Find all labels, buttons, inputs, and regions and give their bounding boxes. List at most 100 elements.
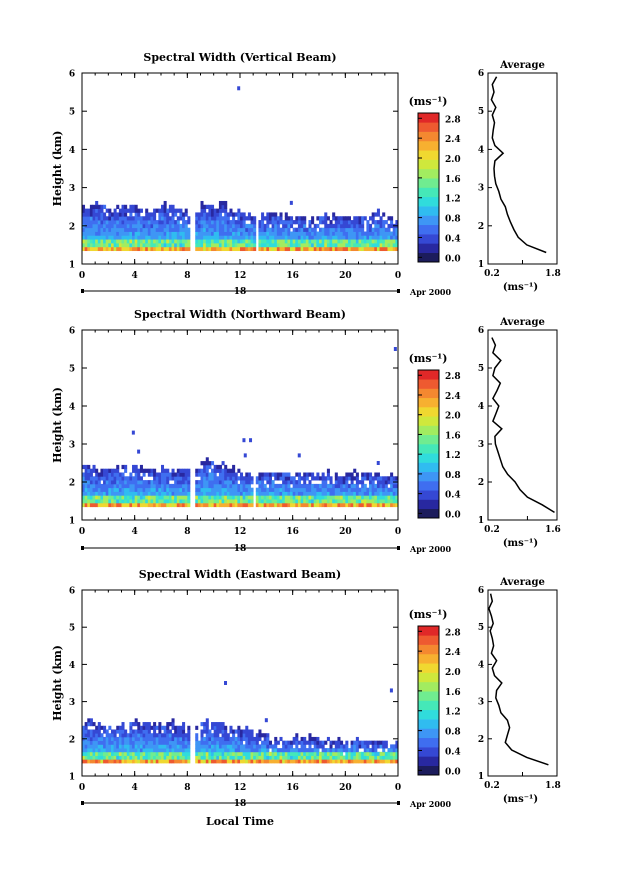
heatmap-cell [218, 722, 222, 727]
heatmap-cell [347, 231, 351, 236]
heatmap-cell [174, 502, 178, 508]
heatmap-cell [200, 468, 204, 473]
heatmap-cell [332, 212, 336, 217]
heatmap-cell [250, 235, 254, 240]
y-tick-label: 4 [69, 146, 75, 156]
heatmap-cell [279, 502, 283, 508]
heatmap-cell [390, 495, 394, 500]
heatmap-cell [258, 242, 262, 248]
heatmap-cell [197, 472, 201, 477]
heatmap-cell [184, 487, 188, 492]
heatmap-cell [342, 239, 346, 244]
heatmap-cell [176, 755, 180, 760]
heatmap-cell [147, 468, 151, 473]
heatmap-cell [240, 227, 244, 232]
heatmap-cell [187, 495, 191, 500]
heatmap-cell [158, 759, 162, 764]
heatmap-cell [100, 487, 104, 492]
heatmap-cell [121, 246, 125, 252]
heatmap-cell [150, 216, 154, 221]
heatmap-cell [334, 223, 338, 229]
heatmap-cell [176, 231, 180, 236]
heatmap-cell [108, 740, 112, 745]
heatmap-cell [247, 483, 251, 489]
heatmap-cell [129, 733, 133, 738]
heatmap-cell [195, 472, 199, 477]
heatmap-cell [305, 231, 309, 236]
heatmap-cell [161, 216, 165, 221]
heatmap-cell [340, 216, 344, 221]
heatmap-cell [342, 748, 346, 753]
heatmap-cell [211, 204, 215, 210]
heatmap-cell [211, 223, 215, 229]
heatmap-cell [313, 740, 317, 745]
heatmap-cell [371, 744, 375, 749]
heatmap-cell [95, 468, 99, 473]
heatmap-cell [234, 235, 238, 240]
heatmap-cell [174, 487, 178, 492]
heatmap-cell [137, 740, 141, 745]
heatmap-cell [313, 487, 317, 492]
heatmap-cell [174, 227, 178, 232]
heatmap-cell [342, 491, 346, 496]
heatmap-cell [100, 231, 104, 236]
heatmap-cell [334, 483, 338, 489]
heatmap-cell [390, 487, 394, 492]
heatmap-cell [92, 733, 96, 738]
heatmap-cell [97, 755, 101, 760]
heatmap-cell [155, 480, 159, 485]
heatmap-cell [242, 499, 246, 504]
heatmap-cell [390, 499, 394, 504]
heatmap-cell [150, 231, 154, 236]
heatmap-cell [171, 216, 175, 221]
heatmap-cell [158, 212, 162, 217]
heatmap-cell [263, 235, 267, 240]
heatmap-cell [216, 487, 220, 492]
heatmap-cell [224, 476, 228, 481]
heatmap-cell [337, 759, 341, 764]
heatmap-cell [89, 755, 93, 760]
heatmap-cell [271, 242, 275, 248]
heatmap-cell [145, 468, 149, 473]
heatmap-cell [163, 231, 167, 236]
heatmap-cell [200, 461, 204, 466]
heatmap-cell [340, 220, 344, 225]
heatmap-cell [197, 480, 201, 485]
heatmap-cell [353, 740, 357, 745]
heatmap-cell [213, 759, 217, 764]
heatmap-cell [366, 751, 370, 756]
heatmap-cell [300, 759, 304, 764]
heatmap-cell [110, 468, 114, 473]
heatmap-cell [113, 472, 117, 477]
heatmap-cell [324, 755, 328, 760]
heatmap-cell [387, 495, 391, 500]
heatmap-cell [345, 476, 349, 481]
heatmap-cell [319, 227, 323, 232]
heatmap-cell [182, 246, 186, 252]
heatmap-cell [137, 491, 141, 496]
heatmap-cell [297, 502, 301, 508]
heatmap-cell [182, 212, 186, 217]
heatmap-cell [82, 729, 86, 734]
heatmap-cell [271, 216, 275, 221]
heatmap-cell [176, 227, 180, 232]
heatmap-cell [153, 759, 157, 764]
heatmap-cell [153, 212, 157, 217]
heatmap-cell [342, 502, 346, 508]
heatmap-cell [168, 472, 172, 477]
heatmap-cell [261, 733, 265, 738]
heatmap-cell [166, 744, 170, 749]
heatmap-cell [197, 755, 201, 760]
heatmap-cell [200, 480, 204, 485]
heatmap-cell [158, 495, 162, 500]
heatmap-cell [95, 502, 99, 508]
heatmap-cell [319, 491, 323, 496]
heatmap-cell [121, 748, 125, 753]
heatmap-cell [321, 499, 325, 504]
heatmap-cell [87, 751, 91, 756]
heatmap-cell [108, 223, 112, 229]
heatmap-cell [108, 227, 112, 232]
heatmap-cell [353, 239, 357, 244]
heatmap-cell [218, 740, 222, 745]
heatmap-cell [137, 472, 141, 477]
